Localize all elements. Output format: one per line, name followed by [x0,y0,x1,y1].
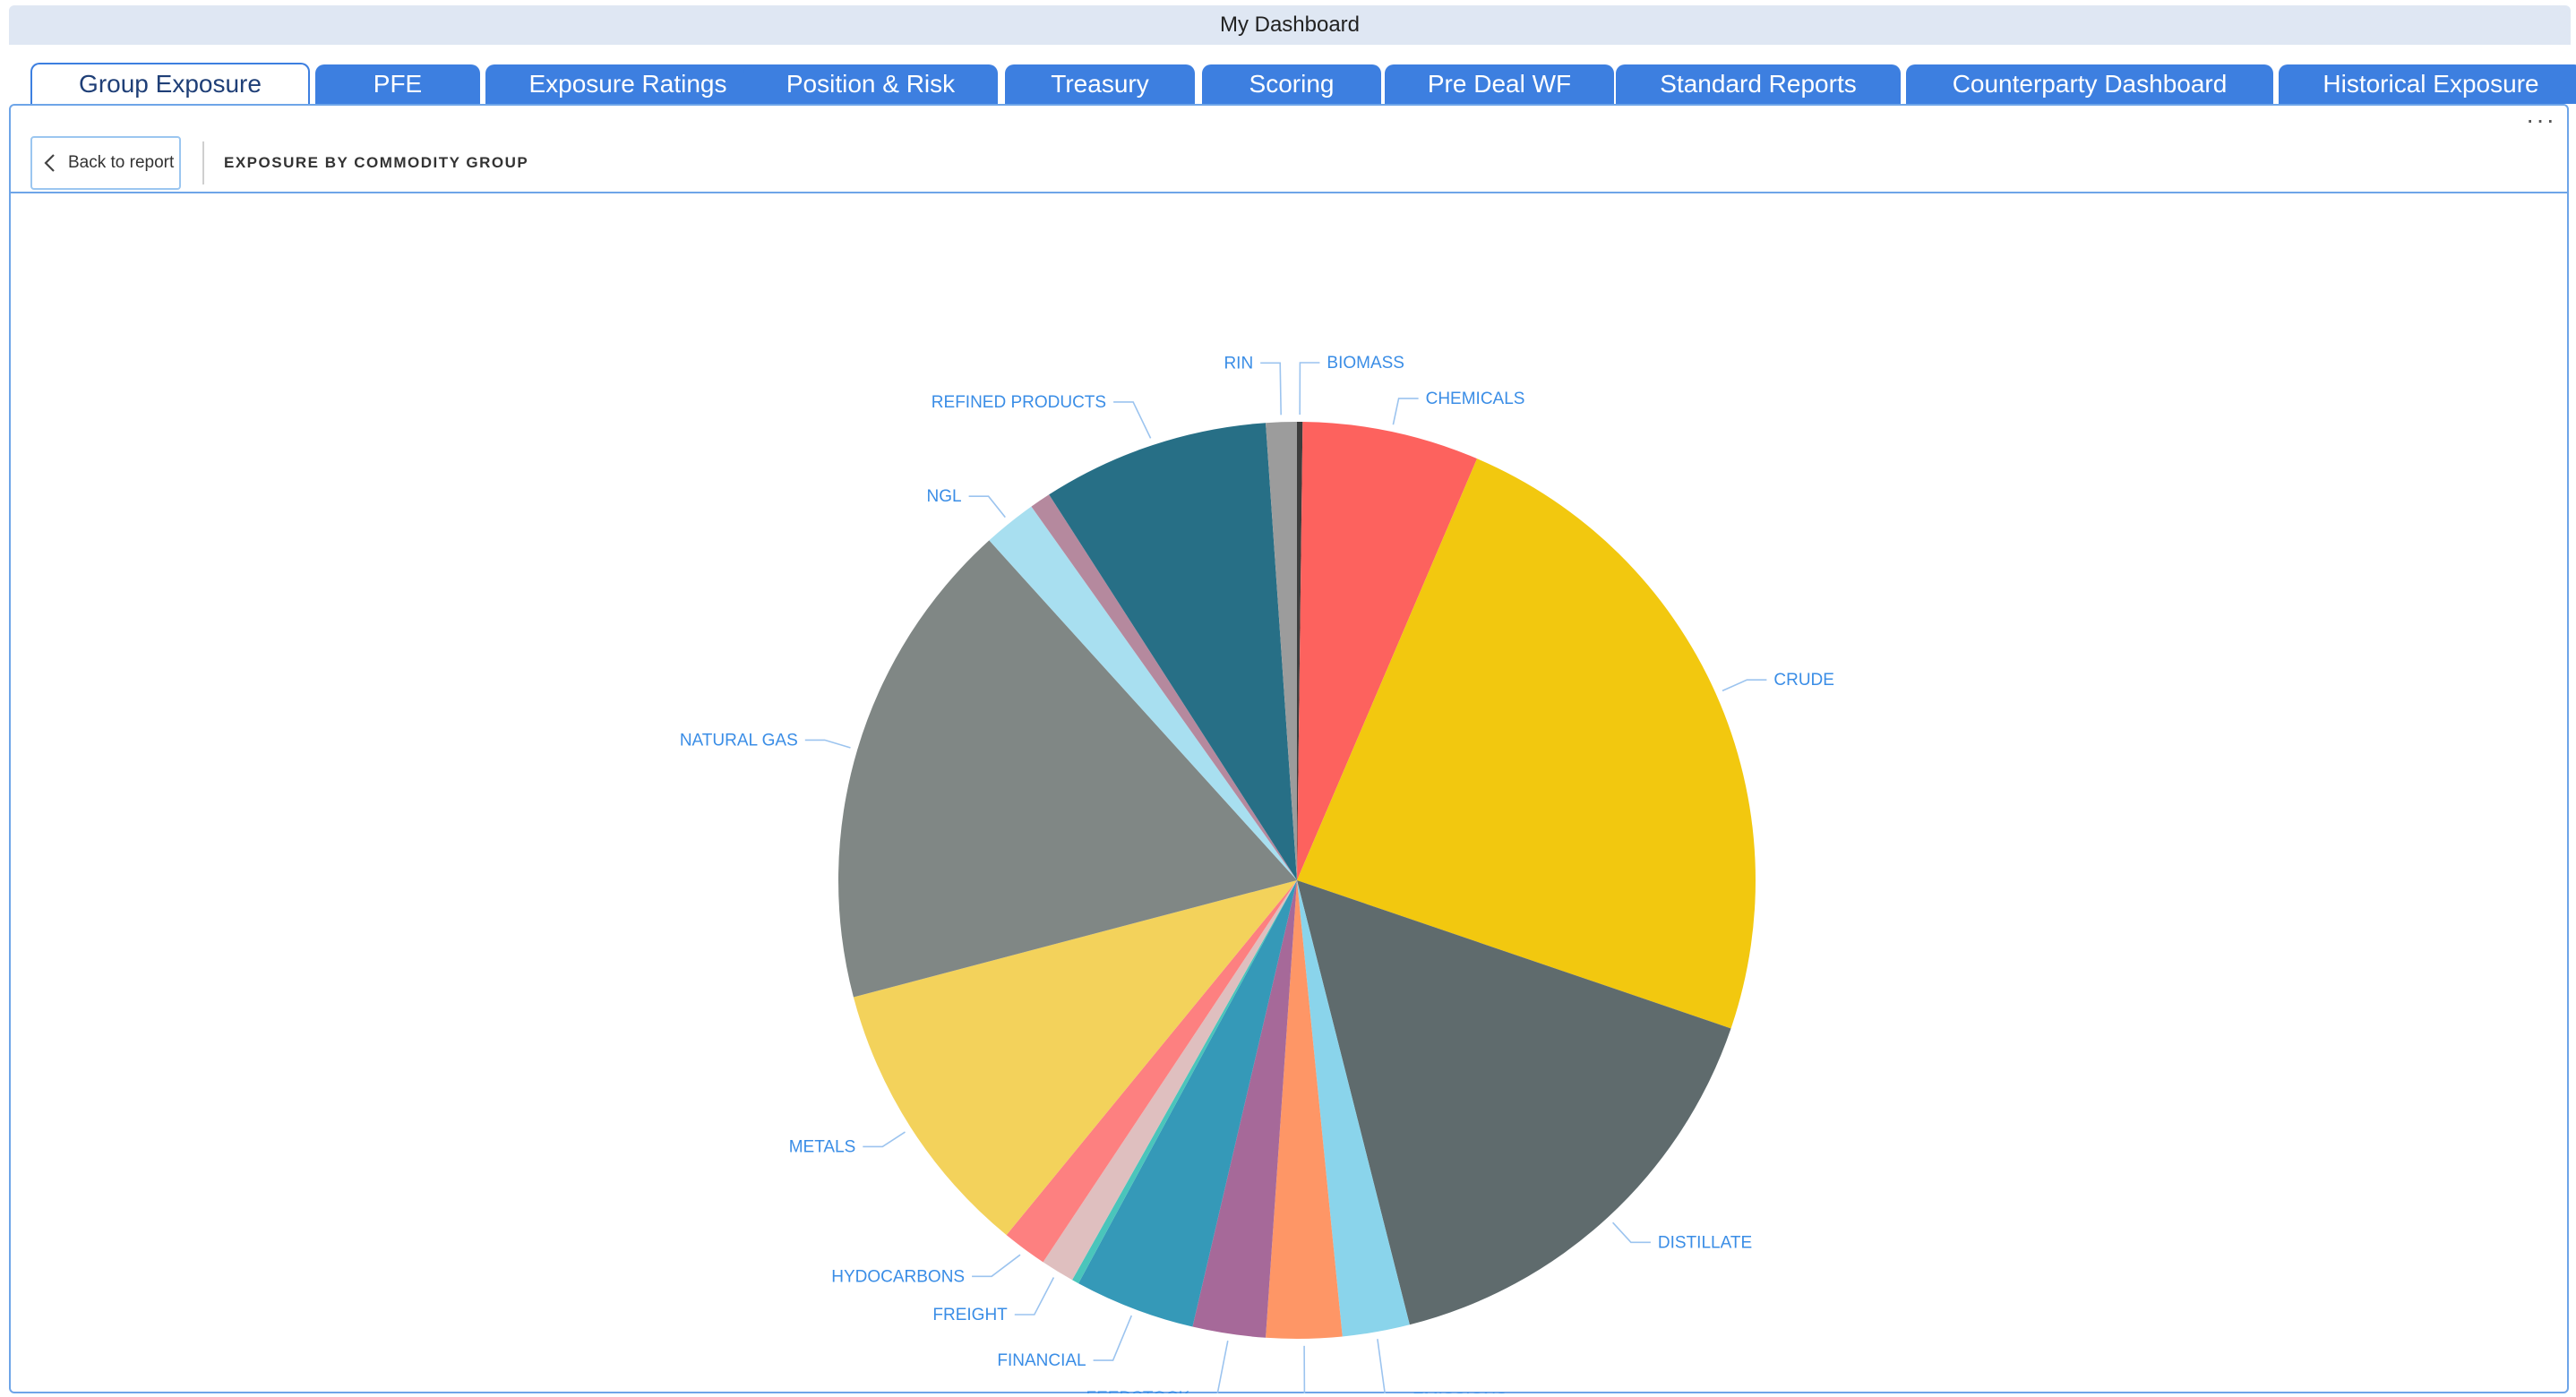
data-label-feedstock: FEEDSTOCK [1086,1389,1190,1393]
slice-ethanol[interactable] [1266,880,1343,1340]
slice-rin[interactable] [1266,422,1297,880]
tab-standard-reports[interactable]: Standard Reports [1616,64,1901,104]
tab-treasury[interactable]: Treasury [1005,64,1195,104]
slice-feedstock[interactable] [1192,880,1297,1338]
data-label-ngl: NGL [927,487,962,506]
data-label-freight: FREIGHT [932,1306,1008,1324]
slice-crude[interactable] [1297,459,1756,1029]
leader-line-feedstock [1216,1341,1229,1393]
slice-chemicals[interactable] [1297,422,1478,880]
data-label-metals: METALS [789,1137,856,1156]
leader-line-ethanol [1303,1345,1306,1393]
tab-position-risk[interactable]: Position & Risk [743,64,998,104]
leader-line-refined-products [1113,401,1152,439]
tab-group-exposure[interactable]: Group Exposure [30,63,310,104]
leader-line-hydocarbons [972,1254,1021,1278]
leader-line-metals [863,1131,906,1148]
data-label-crude: CRUDE [1773,671,1834,690]
slice-unlabeled-0[interactable] [1072,880,1297,1284]
pie-chart: BIOMASS CHEMICALS CRUDE DISTILLATE EMISSIONS… [680,354,1834,1393]
data-label-refined-products: REFINED PRODUCTS [932,393,1106,412]
window-title: My Dashboard [1219,13,1361,37]
leader-line-crude [1722,679,1767,692]
leader-line-emissions [1377,1339,1386,1393]
slice-unlabeled-1[interactable] [1031,494,1297,880]
data-label-financial: FINANCIAL [997,1351,1086,1370]
data-label-distillate: DISTILLATE [1658,1233,1752,1252]
slice-emissions[interactable] [1297,880,1410,1337]
slice-freight[interactable] [1043,880,1297,1281]
tab-counterparty-dashboard[interactable]: Counterparty Dashboard [1906,64,2273,104]
slice-financial[interactable] [1078,880,1297,1327]
chevron-left-icon [44,154,55,172]
visual-title: EXPOSURE BY COMMODITY GROUP [224,154,529,171]
data-label-rin: RIN [1224,354,1253,373]
more-options-button[interactable]: ··· [2526,106,2556,133]
tab-scoring[interactable]: Scoring [1202,64,1381,104]
data-label-natural-gas: NATURAL GAS [680,731,798,750]
leader-line-freight [1014,1277,1055,1316]
leader-line-ngl [968,495,1006,519]
tab-historical-exposure[interactable]: Historical Exposure [2279,64,2576,104]
back-to-report-button[interactable]: Back to report [30,136,181,190]
slice-hydocarbons[interactable] [1006,880,1297,1263]
leader-line-financial [1093,1315,1133,1361]
data-label-biomass: BIOMASS [1327,354,1404,373]
slice-biomass[interactable] [1297,422,1303,880]
chart-frame: BIOMASS CHEMICALS CRUDE DISTILLATE EMISSIONS… [11,192,2567,1393]
leader-line-natural-gas [804,739,851,749]
slice-metals[interactable] [853,880,1297,1236]
window-title-bar: My Dashboard [9,5,2571,45]
leader-line-distillate [1612,1221,1651,1244]
leader-line-chemicals [1392,398,1419,425]
tab-pfe[interactable]: PFE [315,64,480,104]
back-to-report-label: Back to report [68,153,175,172]
leader-line-biomass [1299,362,1320,416]
slice-refined-products[interactable] [1049,423,1297,880]
data-label-chemicals: CHEMICALS [1426,390,1525,408]
leader-line-rin [1260,362,1282,416]
tab-pre-deal-wf[interactable]: Pre Deal WF [1385,64,1614,104]
data-label-emissions: EMISSIONS [1413,1391,1507,1393]
tab-exposure-ratings[interactable]: Exposure Ratings [485,64,770,104]
slice-ngl[interactable] [989,506,1297,880]
slice-natural-gas[interactable] [837,540,1297,998]
report-panel: ··· Back to report EXPOSURE BY COMMODITY… [9,104,2569,1393]
slice-distillate[interactable] [1297,880,1731,1325]
toolbar-divider [202,141,204,184]
data-label-hydocarbons: HYDOCARBONS [831,1267,965,1286]
